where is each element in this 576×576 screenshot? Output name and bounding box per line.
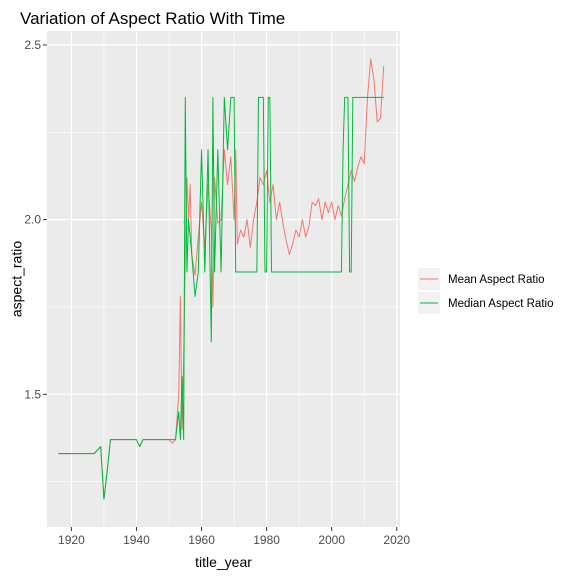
legend-label: Median Aspect Ratio bbox=[448, 298, 553, 310]
y-tick-label: 2.0 bbox=[24, 213, 41, 227]
y-tick-label: 1.5 bbox=[24, 387, 41, 401]
chart-title: Variation of Aspect Ratio With Time bbox=[20, 9, 285, 28]
x-tick-label: 1960 bbox=[188, 533, 215, 547]
x-axis-title: title_year bbox=[195, 554, 252, 570]
major-gridlines bbox=[47, 31, 400, 527]
x-tick-label: 1940 bbox=[123, 533, 150, 547]
x-tick-label: 2020 bbox=[383, 533, 410, 547]
legend: Mean Aspect Ratio Median Aspect Ratio bbox=[418, 268, 553, 314]
x-tick-label: 1980 bbox=[253, 533, 280, 547]
axis-ticks: 1920 1940 1960 1980 2000 2020 1.5 2.0 2.5 bbox=[24, 38, 410, 547]
legend-label: Mean Aspect Ratio bbox=[448, 274, 545, 286]
x-tick-label: 1920 bbox=[58, 533, 85, 547]
median-aspect-ratio-line bbox=[58, 96, 384, 500]
y-tick-label: 2.5 bbox=[24, 38, 41, 52]
x-tick-label: 2000 bbox=[318, 533, 345, 547]
y-axis-title: aspect_ratio bbox=[9, 241, 25, 317]
series-lines bbox=[58, 58, 385, 500]
plot-panel bbox=[47, 31, 400, 527]
